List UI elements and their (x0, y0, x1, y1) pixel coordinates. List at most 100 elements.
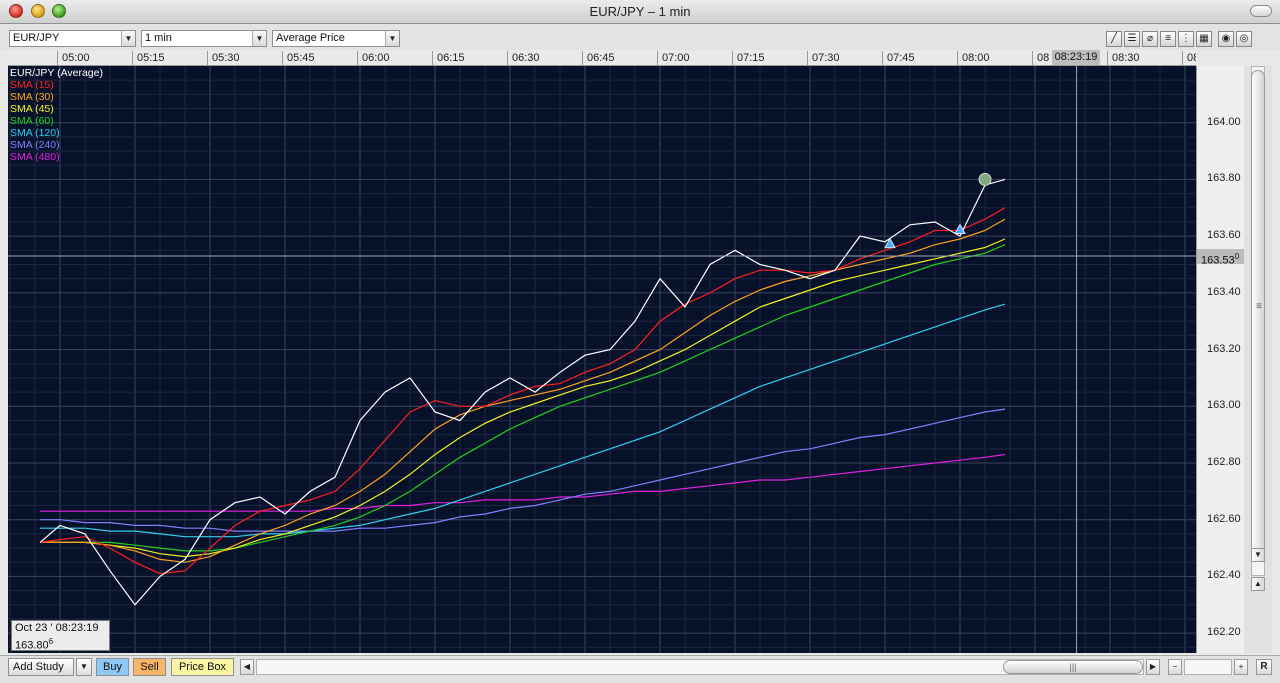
chart-area: 05:00 05:15 05:30 05:45 06:00 06:15 06:30 06:45… (8, 50, 1252, 653)
zoom-slider[interactable] (1184, 659, 1232, 675)
scroll-down-button[interactable]: ▼ (1251, 548, 1265, 562)
grip-icon: ||| (1069, 662, 1077, 672)
chevron-down-icon: ▼ (385, 31, 399, 46)
current-price-dot-icon (978, 172, 992, 186)
time-tick-label: 07:30 (807, 51, 840, 65)
cursor-price-value: 163.80 (15, 639, 49, 652)
sell-label: Sell (140, 661, 159, 673)
plot-area[interactable] (8, 66, 1196, 653)
zoom-out-button[interactable]: − (1168, 659, 1182, 675)
toolbar-toggle-button[interactable] (1250, 5, 1272, 17)
horizontal-scroll-track[interactable]: ||| (256, 659, 1144, 675)
lines-icon[interactable]: ☰ (1124, 31, 1140, 47)
grid-lines-icon[interactable]: ≡ (1160, 31, 1176, 47)
zoom-window-button[interactable] (52, 4, 66, 18)
legend-item: SMA (60) (10, 115, 54, 127)
grid-dots-icon[interactable]: ⋮ (1178, 31, 1194, 47)
legend-item: SMA (240) (10, 139, 60, 151)
series-line-sma-45 (40, 238, 1006, 558)
minimize-window-button[interactable] (31, 4, 45, 18)
grid-dense-icon[interactable]: ▦ (1196, 31, 1212, 47)
legend-item: SMA (480) (10, 151, 60, 163)
price-axis: 164.00 163.80 163.60 163.40 163.20 163.00 162.… (1196, 66, 1252, 653)
time-tick-label: 05:15 (132, 51, 165, 65)
time-tick-label: 06:00 (357, 51, 390, 65)
series-line-eur-jpy-average (39, 178, 1006, 606)
title-bar: EUR/JPY – 1 min (0, 0, 1280, 24)
price-tick-label: 163.20 (1207, 342, 1241, 355)
price-tick-label: 163.00 (1207, 399, 1241, 412)
series-line-sma-240 (40, 408, 1006, 532)
price-tick-label: 162.80 (1207, 456, 1241, 468)
close-window-button[interactable] (9, 4, 23, 18)
target-icon[interactable]: ◉ (1218, 31, 1234, 47)
time-tick-label: 08:00 (957, 51, 990, 65)
zoom-in-button[interactable]: + (1234, 659, 1248, 675)
chevron-down-icon: ▼ (80, 662, 88, 671)
vertical-scrollbar[interactable]: ≡ ▼ ▲ (1244, 66, 1272, 653)
cursor-price-label: 163.530 (1197, 248, 1247, 267)
window-title: EUR/JPY – 1 min (589, 4, 691, 19)
interval-select[interactable]: 1 min ▼ (141, 30, 267, 47)
chevron-down-icon: ▼ (252, 31, 266, 46)
scroll-right-button[interactable]: ▶ (1146, 659, 1160, 675)
legend-item: EUR/JPY (Average) (10, 67, 103, 79)
time-tick-label: 07:15 (732, 51, 765, 65)
time-tick-label: 07:45 (882, 51, 915, 65)
pencil-icon[interactable]: ╱ (1106, 31, 1122, 47)
cursor-price-label-sup: 0 (1234, 251, 1240, 261)
time-tick-label: 06:30 (507, 51, 540, 65)
price-tick-label: 162.60 (1207, 512, 1241, 525)
series-line-sma-60 (40, 244, 1006, 552)
add-study-dropdown[interactable]: ▼ (76, 658, 92, 676)
sell-button[interactable]: Sell (133, 658, 166, 676)
legend-item: SMA (15) (10, 79, 54, 91)
symbol-select-value: EUR/JPY (13, 32, 60, 44)
time-tick-label: 05:00 (57, 51, 90, 65)
time-tick-label: 06:15 (432, 51, 465, 65)
time-tick-label: 06:45 (582, 51, 615, 65)
buy-marker-icon (954, 223, 966, 234)
price-tick-label: 163.80 (1207, 172, 1241, 185)
chevron-down-icon: ▼ (121, 31, 135, 46)
time-tick-label: 08:45 (1182, 51, 1196, 65)
vertical-scroll-thumb[interactable]: ≡ (1251, 70, 1265, 558)
time-tick-label: 05:30 (207, 51, 240, 65)
time-axis: 05:00 05:15 05:30 05:45 06:00 06:15 06:30 06:45… (8, 50, 1196, 66)
horizontal-scroll-thumb[interactable]: ||| (1003, 660, 1143, 674)
price-tick-label: 162.40 (1207, 569, 1241, 582)
cursor-info-box: Oct 23 ' 08:23:19 163.806 (11, 620, 110, 653)
price-box-label: Price Box (178, 661, 227, 673)
legend-item: SMA (120) (10, 127, 60, 139)
price-chart[interactable] (8, 66, 1196, 653)
add-study-button[interactable]: Add Study (8, 658, 74, 676)
series-line-sma-15 (39, 207, 1006, 575)
time-tick-label: 08:30 (1107, 51, 1140, 65)
bottom-bar: Add Study ▼ Buy Sell Price Box ◀ ||| ▶ −… (0, 655, 1280, 683)
series-line-sma-120 (40, 303, 1006, 538)
price-tick-label: 163.40 (1207, 285, 1241, 298)
legend-item: SMA (30) (10, 91, 54, 103)
series-line-sma-480 (40, 453, 1006, 512)
price-type-select[interactable]: Average Price ▼ (272, 30, 400, 47)
no-draw-icon[interactable]: ⌀ (1142, 31, 1158, 47)
time-tick-label: 07:00 (657, 51, 690, 65)
price-type-select-value: Average Price (276, 32, 345, 44)
price-tick-label: 164.00 (1207, 115, 1241, 128)
buy-button[interactable]: Buy (96, 658, 129, 676)
reset-button[interactable]: R (1256, 659, 1272, 675)
buy-label: Buy (103, 661, 122, 673)
settings-icon[interactable]: ◎ (1236, 31, 1252, 47)
symbol-select[interactable]: EUR/JPY ▼ (9, 30, 136, 47)
scroll-up-button[interactable]: ▲ (1251, 577, 1265, 591)
price-tick-label: 162.20 (1207, 626, 1241, 639)
cursor-price: 163.806 (15, 635, 109, 653)
interval-select-value: 1 min (145, 32, 172, 44)
time-tick-label: 05:45 (282, 51, 315, 65)
scroll-left-button[interactable]: ◀ (240, 659, 254, 675)
chart-toolbar: EUR/JPY ▼ 1 min ▼ Average Price ▼ ╱ ☰ ⌀ … (0, 24, 1280, 50)
grip-icon: ≡ (1256, 301, 1262, 312)
cursor-time-label: 08:23:19 (1051, 50, 1101, 65)
cursor-price-sup: 6 (48, 637, 54, 646)
price-box-button[interactable]: Price Box (171, 658, 234, 676)
